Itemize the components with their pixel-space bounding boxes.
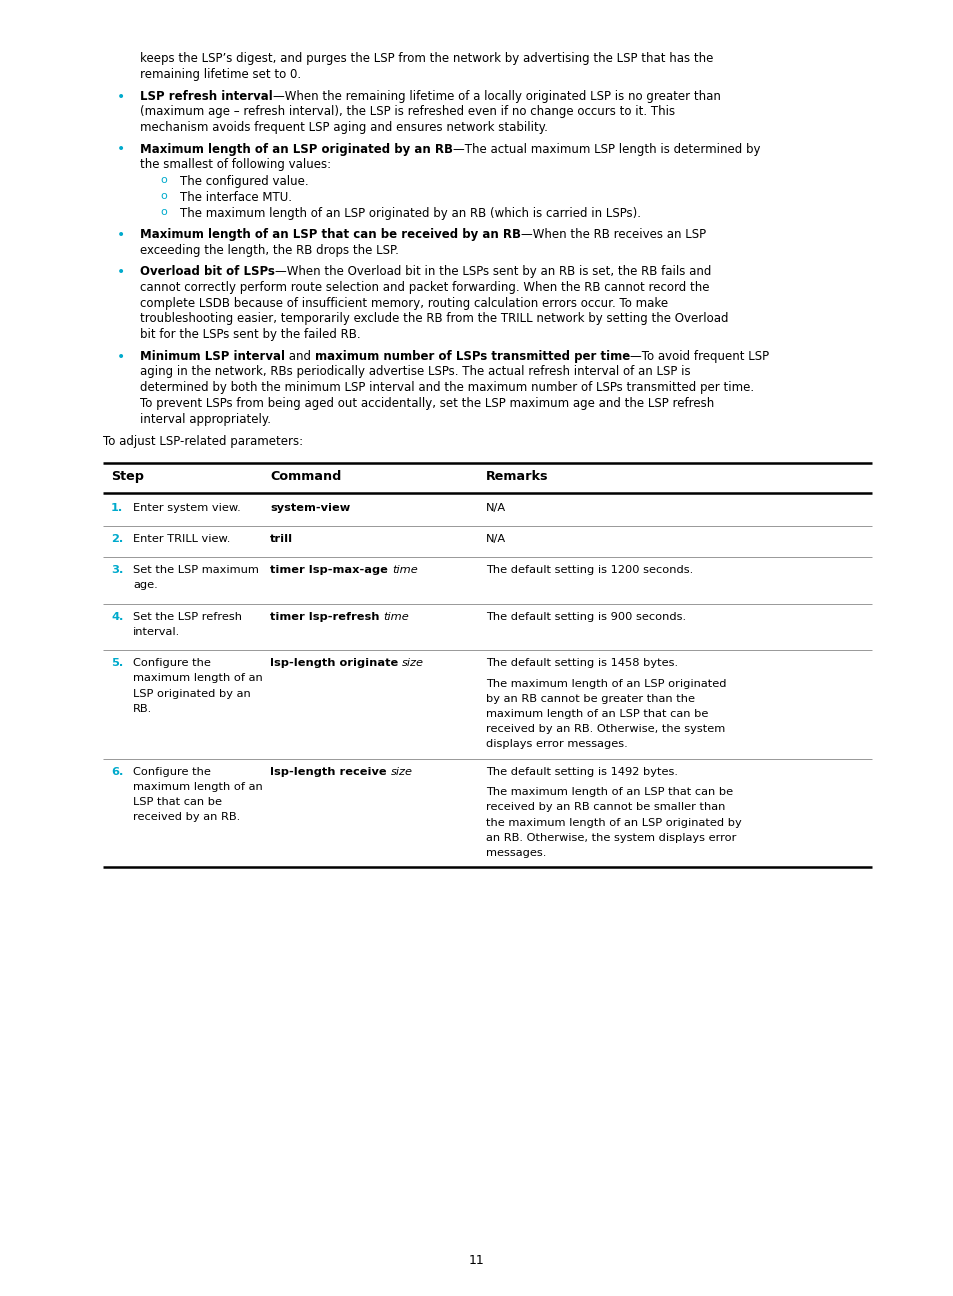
Text: an RB. Otherwise, the system displays error: an RB. Otherwise, the system displays er… bbox=[485, 833, 736, 842]
Text: lsp-length originate: lsp-length originate bbox=[270, 658, 402, 669]
Text: Maximum length of an LSP that can be received by an RB: Maximum length of an LSP that can be rec… bbox=[140, 228, 520, 241]
Text: —The actual maximum LSP length is determined by: —The actual maximum LSP length is determ… bbox=[453, 143, 760, 156]
Text: The interface MTU.: The interface MTU. bbox=[180, 191, 292, 203]
Text: To adjust LSP-related parameters:: To adjust LSP-related parameters: bbox=[103, 435, 303, 448]
Text: 5.: 5. bbox=[111, 658, 123, 669]
Text: —When the Overload bit in the LSPs sent by an RB is set, the RB fails and: —When the Overload bit in the LSPs sent … bbox=[274, 266, 711, 279]
Text: messages.: messages. bbox=[485, 848, 546, 858]
Text: The default setting is 1200 seconds.: The default setting is 1200 seconds. bbox=[485, 565, 693, 575]
Text: The maximum length of an LSP that can be: The maximum length of an LSP that can be bbox=[485, 787, 732, 797]
Text: The maximum length of an LSP originated: The maximum length of an LSP originated bbox=[485, 679, 726, 688]
Text: Command: Command bbox=[270, 470, 341, 483]
Text: troubleshooting easier, temporarily exclude the RB from the TRILL network by set: troubleshooting easier, temporarily excl… bbox=[140, 312, 728, 325]
Text: Configure the: Configure the bbox=[132, 767, 211, 776]
Text: size: size bbox=[402, 658, 424, 669]
Text: (maximum age – refresh interval), the LSP is refreshed even if no change occurs : (maximum age – refresh interval), the LS… bbox=[140, 105, 675, 118]
Text: LSP refresh interval: LSP refresh interval bbox=[140, 89, 273, 102]
Text: 11: 11 bbox=[469, 1255, 484, 1267]
Text: 1.: 1. bbox=[111, 503, 123, 513]
Text: N/A: N/A bbox=[485, 534, 506, 544]
Text: time: time bbox=[392, 565, 417, 575]
Text: exceeding the length, the RB drops the LSP.: exceeding the length, the RB drops the L… bbox=[140, 244, 398, 257]
Text: Enter system view.: Enter system view. bbox=[132, 503, 240, 513]
Text: maximum length of an: maximum length of an bbox=[132, 674, 262, 683]
Text: 4.: 4. bbox=[111, 612, 123, 622]
Text: received by an RB cannot be smaller than: received by an RB cannot be smaller than bbox=[485, 802, 724, 813]
Text: Maximum length of an LSP originated by an RB: Maximum length of an LSP originated by a… bbox=[140, 143, 453, 156]
Text: lsp-length receive: lsp-length receive bbox=[270, 767, 390, 776]
Text: mechanism avoids frequent LSP aging and ensures network stability.: mechanism avoids frequent LSP aging and … bbox=[140, 122, 547, 135]
Text: the smallest of following values:: the smallest of following values: bbox=[140, 158, 331, 171]
Text: Remarks: Remarks bbox=[485, 470, 548, 483]
Text: interval appropriately.: interval appropriately. bbox=[140, 413, 271, 426]
Text: —When the remaining lifetime of a locally originated LSP is no greater than: —When the remaining lifetime of a locall… bbox=[273, 89, 720, 102]
Text: maximum length of an LSP that can be: maximum length of an LSP that can be bbox=[485, 709, 708, 719]
Text: The default setting is 900 seconds.: The default setting is 900 seconds. bbox=[485, 612, 685, 622]
Text: maximum number of LSPs transmitted per time: maximum number of LSPs transmitted per t… bbox=[314, 350, 629, 363]
Text: The default setting is 1492 bytes.: The default setting is 1492 bytes. bbox=[485, 767, 678, 776]
Text: The configured value.: The configured value. bbox=[180, 175, 309, 188]
Text: complete LSDB because of insufficient memory, routing calculation errors occur. : complete LSDB because of insufficient me… bbox=[140, 297, 667, 310]
Text: bit for the LSPs sent by the failed RB.: bit for the LSPs sent by the failed RB. bbox=[140, 328, 360, 341]
Text: time: time bbox=[383, 612, 409, 622]
Text: aging in the network, RBs periodically advertise LSPs. The actual refresh interv: aging in the network, RBs periodically a… bbox=[140, 365, 690, 378]
Text: 6.: 6. bbox=[111, 767, 123, 776]
Text: remaining lifetime set to 0.: remaining lifetime set to 0. bbox=[140, 67, 301, 80]
Text: Enter TRILL view.: Enter TRILL view. bbox=[132, 534, 230, 544]
Text: interval.: interval. bbox=[132, 627, 180, 636]
Text: o: o bbox=[160, 206, 167, 216]
Text: 2.: 2. bbox=[111, 534, 123, 544]
Text: by an RB cannot be greater than the: by an RB cannot be greater than the bbox=[485, 693, 695, 704]
Text: Set the LSP maximum: Set the LSP maximum bbox=[132, 565, 258, 575]
Text: keeps the LSP’s digest, and purges the LSP from the network by advertising the L: keeps the LSP’s digest, and purges the L… bbox=[140, 52, 713, 65]
Text: timer lsp-max-age: timer lsp-max-age bbox=[270, 565, 392, 575]
Text: The default setting is 1458 bytes.: The default setting is 1458 bytes. bbox=[485, 658, 678, 669]
Text: Step: Step bbox=[111, 470, 144, 483]
Text: RB.: RB. bbox=[132, 704, 152, 714]
Text: N/A: N/A bbox=[485, 503, 506, 513]
Text: size: size bbox=[390, 767, 413, 776]
Text: and: and bbox=[285, 350, 314, 363]
Text: trill: trill bbox=[270, 534, 293, 544]
Text: displays error messages.: displays error messages. bbox=[485, 740, 627, 749]
Text: Set the LSP refresh: Set the LSP refresh bbox=[132, 612, 242, 622]
Text: determined by both the minimum LSP interval and the maximum number of LSPs trans: determined by both the minimum LSP inter… bbox=[140, 381, 753, 394]
Text: 3.: 3. bbox=[111, 565, 123, 575]
Text: received by an RB.: received by an RB. bbox=[132, 813, 240, 822]
Text: •: • bbox=[117, 350, 125, 364]
Text: •: • bbox=[117, 228, 125, 242]
Text: •: • bbox=[117, 89, 125, 104]
Text: Minimum LSP interval: Minimum LSP interval bbox=[140, 350, 285, 363]
Text: —When the RB receives an LSP: —When the RB receives an LSP bbox=[520, 228, 705, 241]
Text: LSP originated by an: LSP originated by an bbox=[132, 688, 251, 699]
Text: The maximum length of an LSP originated by an RB (which is carried in LSPs).: The maximum length of an LSP originated … bbox=[180, 206, 640, 220]
Text: the maximum length of an LSP originated by: the maximum length of an LSP originated … bbox=[485, 818, 741, 828]
Text: o: o bbox=[160, 191, 167, 201]
Text: —To avoid frequent LSP: —To avoid frequent LSP bbox=[629, 350, 768, 363]
Text: To prevent LSPs from being aged out accidentally, set the LSP maximum age and th: To prevent LSPs from being aged out acci… bbox=[140, 397, 714, 410]
Text: maximum length of an: maximum length of an bbox=[132, 781, 262, 792]
Text: Configure the: Configure the bbox=[132, 658, 211, 669]
Text: received by an RB. Otherwise, the system: received by an RB. Otherwise, the system bbox=[485, 724, 724, 735]
Text: system-view: system-view bbox=[270, 503, 350, 513]
Text: cannot correctly perform route selection and packet forwarding. When the RB cann: cannot correctly perform route selection… bbox=[140, 281, 709, 294]
Text: age.: age. bbox=[132, 581, 157, 591]
Text: •: • bbox=[117, 143, 125, 157]
Text: o: o bbox=[160, 175, 167, 185]
Text: •: • bbox=[117, 266, 125, 279]
Text: timer lsp-refresh: timer lsp-refresh bbox=[270, 612, 383, 622]
Text: LSP that can be: LSP that can be bbox=[132, 797, 222, 807]
Text: Overload bit of LSPs: Overload bit of LSPs bbox=[140, 266, 274, 279]
